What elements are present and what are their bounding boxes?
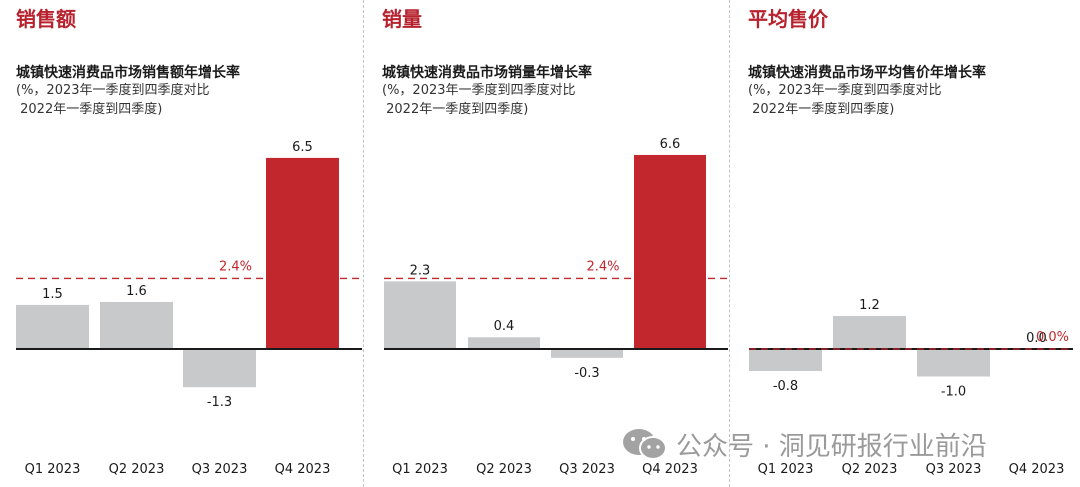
bar-q4-2023 [266,157,339,349]
chart-title: 城镇快速消费品市场销售额年增长率 [16,65,240,81]
chart-panel-sales-value: 销售额 城镇快速消费品市场销售额年增长率 (%，2023年一季度到四季度对比 2… [0,0,362,487]
watermark-text: 公众号 · 洞见研报行业前沿 [676,431,987,462]
bar-q1-2023 [16,304,89,349]
data-label: 1.2 [859,298,880,313]
x-tick-label: Q2 2023 [842,462,898,477]
data-label: 1.6 [126,284,147,299]
x-tick-label: Q1 2023 [392,462,448,477]
bar-chart-sales-volume: 2.3 Q1 2023 0.4 Q2 2023 -0.3 Q3 2023 6.6 Q4 202… [384,137,728,477]
bar-chart-sales-value: 1.5 Q1 2023 1.6 Q2 2023 -1.3 Q3 2023 6.5 Q4 202… [16,140,362,477]
chart-subtitle-line1: (%，2023年一季度到四季度对比 [16,83,210,98]
data-label: -0.8 [773,379,798,394]
chart-subtitle: (%，2023年一季度到四季度对比 2022年一季度到四季度) [382,81,576,119]
data-label: 6.6 [660,137,681,152]
chart-panel-average-price: 平均售价 城镇快速消费品市场平均售价年增长率 (%，2023年一季度到四季度对比… [732,0,1080,487]
data-label: -1.0 [941,385,966,400]
data-label: 0.4 [494,319,515,334]
chart-subtitle-line1: (%，2023年一季度到四季度对比 [382,83,576,98]
data-label: 6.5 [292,140,313,155]
chart-subtitle: (%，2023年一季度到四季度对比 2022年一季度到四季度) [16,81,210,119]
x-tick-label: Q3 2023 [559,462,615,477]
chart-subtitle-line2: 2022年一季度到四季度) [748,102,895,117]
section-title: 平均售价 [748,7,828,31]
x-tick-label: Q1 2023 [758,462,814,477]
wechat-icon [623,429,667,460]
bar-q4-2023 [634,154,706,349]
bar-q1-2023 [749,349,822,371]
panel-divider [363,0,364,487]
data-label: 2.3 [410,263,431,278]
data-label: 1.5 [42,287,63,302]
average-reference-label: 0.0% [1036,330,1069,345]
chart-subtitle: (%，2023年一季度到四季度对比 2022年一季度到四季度) [748,81,942,119]
bar-q2-2023 [833,316,906,349]
chart-title: 城镇快速消费品市场销量年增长率 [382,65,592,81]
section-title: 销量 [382,7,422,31]
watermark: 公众号 · 洞见研报行业前沿 [620,424,987,464]
chart-panel-sales-volume: 销量 城镇快速消费品市场销量年增长率 (%，2023年一季度到四季度对比 202… [366,0,728,487]
bar-q2-2023 [468,337,540,349]
panel-divider [729,0,730,487]
chart-title: 城镇快速消费品市场平均售价年增长率 [748,65,986,81]
bar-q1-2023 [384,281,456,349]
x-tick-label: Q2 2023 [109,462,165,477]
x-tick-label: Q1 2023 [25,462,81,477]
average-reference-label: 2.4% [586,259,619,274]
bar-q3-2023 [551,349,623,358]
section-title: 销售额 [16,7,76,31]
x-tick-label: Q3 2023 [192,462,248,477]
x-tick-label: Q4 2023 [275,462,331,477]
chart-subtitle-line1: (%，2023年一季度到四季度对比 [748,83,942,98]
bar-q3-2023 [917,349,990,377]
x-tick-label: Q4 2023 [1009,462,1065,477]
average-reference-label: 2.4% [219,259,252,274]
data-label: -0.3 [574,366,599,381]
x-tick-label: Q3 2023 [926,462,982,477]
data-label: -1.3 [207,395,232,410]
bar-q2-2023 [100,301,173,349]
x-tick-label: Q2 2023 [476,462,532,477]
x-tick-label: Q4 2023 [642,462,698,477]
chart-subtitle-line2: 2022年一季度到四季度) [16,102,163,117]
bar-q3-2023 [183,349,256,388]
data-label: 0.0 [1026,331,1047,346]
bar-chart-average-price: -0.8 Q1 2023 1.2 Q2 2023 -1.0 Q3 2023 0.0 Q4 20… [749,298,1073,477]
chart-subtitle-line2: 2022年一季度到四季度) [382,102,529,117]
